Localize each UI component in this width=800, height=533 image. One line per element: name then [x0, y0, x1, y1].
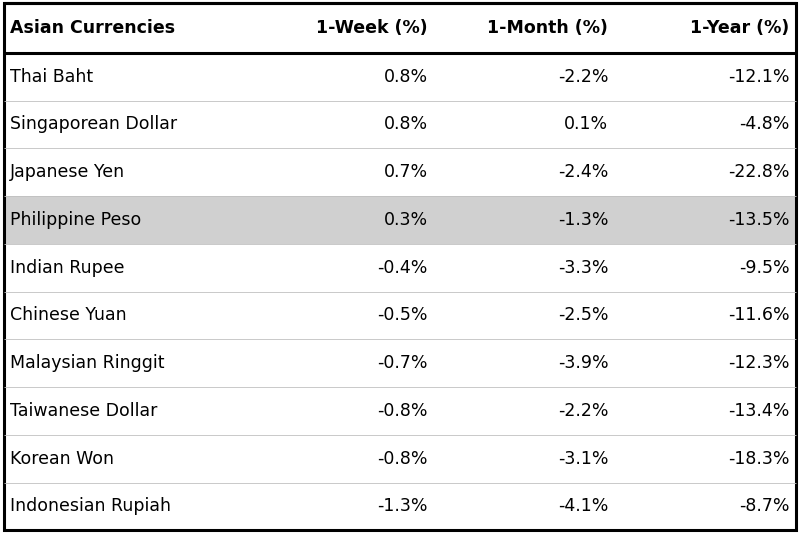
Text: -0.7%: -0.7% — [378, 354, 428, 372]
Text: -13.4%: -13.4% — [728, 402, 790, 420]
Text: -11.6%: -11.6% — [728, 306, 790, 325]
Text: -9.5%: -9.5% — [739, 259, 790, 277]
Bar — [4, 101, 796, 148]
Text: -2.2%: -2.2% — [558, 68, 608, 86]
Text: Philippine Peso: Philippine Peso — [10, 211, 142, 229]
Text: -12.1%: -12.1% — [728, 68, 790, 86]
Bar — [4, 482, 796, 530]
Text: Malaysian Ringgit: Malaysian Ringgit — [10, 354, 165, 372]
Bar — [4, 340, 796, 387]
Text: -22.8%: -22.8% — [728, 163, 790, 181]
Text: -0.8%: -0.8% — [378, 402, 428, 420]
Text: -0.8%: -0.8% — [378, 450, 428, 467]
Text: -3.9%: -3.9% — [558, 354, 608, 372]
Text: Thai Baht: Thai Baht — [10, 68, 94, 86]
Text: Chinese Yuan: Chinese Yuan — [10, 306, 127, 325]
Text: -8.7%: -8.7% — [739, 497, 790, 515]
Text: 1-Week (%): 1-Week (%) — [316, 19, 428, 37]
Text: Asian Currencies: Asian Currencies — [10, 19, 175, 37]
Bar — [4, 148, 796, 196]
Text: 0.3%: 0.3% — [383, 211, 428, 229]
Text: 0.1%: 0.1% — [564, 116, 608, 133]
Bar — [4, 196, 796, 244]
Bar — [4, 53, 796, 101]
Text: -4.8%: -4.8% — [739, 116, 790, 133]
Text: 0.8%: 0.8% — [383, 116, 428, 133]
Bar — [4, 3, 796, 53]
Text: Korean Won: Korean Won — [10, 450, 114, 467]
Text: -0.4%: -0.4% — [378, 259, 428, 277]
Text: Indian Rupee: Indian Rupee — [10, 259, 125, 277]
Text: -1.3%: -1.3% — [558, 211, 608, 229]
Text: -3.3%: -3.3% — [558, 259, 608, 277]
Bar — [4, 435, 796, 482]
Text: Japanese Yen: Japanese Yen — [10, 163, 126, 181]
Text: Indonesian Rupiah: Indonesian Rupiah — [10, 497, 171, 515]
Text: 0.7%: 0.7% — [383, 163, 428, 181]
Text: -3.1%: -3.1% — [558, 450, 608, 467]
Text: -2.2%: -2.2% — [558, 402, 608, 420]
Text: -4.1%: -4.1% — [558, 497, 608, 515]
Text: -13.5%: -13.5% — [728, 211, 790, 229]
Bar — [4, 292, 796, 340]
Text: -0.5%: -0.5% — [378, 306, 428, 325]
Text: 0.8%: 0.8% — [383, 68, 428, 86]
Bar — [4, 244, 796, 292]
Text: Singaporean Dollar: Singaporean Dollar — [10, 116, 178, 133]
Text: -18.3%: -18.3% — [728, 450, 790, 467]
Text: -1.3%: -1.3% — [378, 497, 428, 515]
Text: 1-Month (%): 1-Month (%) — [487, 19, 608, 37]
Text: Taiwanese Dollar: Taiwanese Dollar — [10, 402, 158, 420]
Bar — [4, 387, 796, 435]
Text: -12.3%: -12.3% — [728, 354, 790, 372]
Text: -2.4%: -2.4% — [558, 163, 608, 181]
Text: -2.5%: -2.5% — [558, 306, 608, 325]
Text: 1-Year (%): 1-Year (%) — [690, 19, 790, 37]
